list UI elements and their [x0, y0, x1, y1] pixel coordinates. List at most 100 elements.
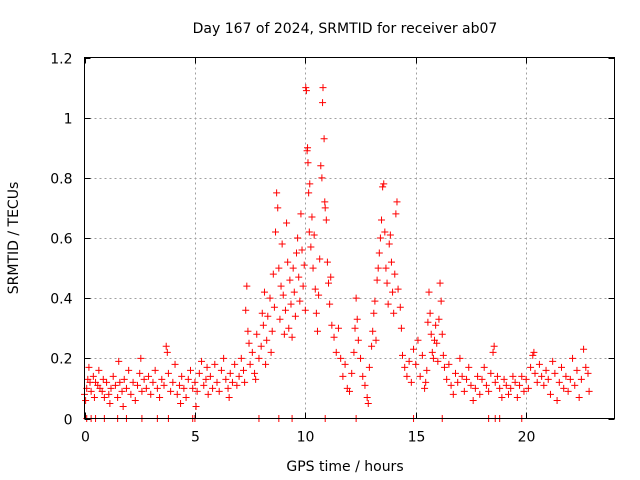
data-point	[246, 360, 254, 368]
data-point	[198, 357, 206, 365]
data-point	[425, 288, 433, 296]
data-point	[118, 387, 126, 395]
data-point	[153, 384, 161, 392]
data-points	[81, 84, 593, 422]
data-point	[245, 339, 253, 347]
data-point	[573, 366, 581, 374]
data-point	[387, 258, 395, 266]
data-point	[311, 285, 319, 293]
data-point	[127, 390, 135, 398]
data-point	[487, 369, 495, 377]
data-point	[182, 393, 190, 401]
data-point	[427, 330, 435, 338]
data-point	[278, 240, 286, 248]
data-point	[407, 378, 415, 386]
data-point	[393, 198, 401, 206]
data-point	[203, 363, 211, 371]
data-point	[401, 363, 409, 371]
data-point	[178, 372, 186, 380]
data-point	[531, 369, 539, 377]
data-point	[115, 357, 123, 365]
data-point	[319, 99, 327, 107]
data-point	[571, 381, 579, 389]
x-tick-label: 20	[518, 430, 536, 446]
data-point	[363, 393, 371, 401]
data-point	[257, 342, 265, 350]
data-point	[502, 381, 510, 389]
data-point	[551, 369, 559, 377]
axis-ticks: 0 0.2 0.4 0.6 0.8 1 1.2 0 5 10 15 20	[50, 52, 615, 446]
data-point	[460, 387, 468, 395]
data-point	[436, 279, 444, 287]
data-point	[527, 363, 535, 371]
data-point	[291, 312, 299, 320]
data-point	[248, 348, 256, 356]
data-point	[125, 366, 133, 374]
data-point	[426, 309, 434, 317]
data-point	[533, 378, 541, 386]
data-point	[403, 372, 411, 380]
data-point	[391, 270, 399, 278]
data-point	[529, 351, 537, 359]
data-point	[305, 189, 313, 197]
data-point	[226, 369, 234, 377]
data-point	[193, 387, 201, 395]
data-point	[270, 303, 278, 311]
data-point	[222, 375, 230, 383]
data-point	[268, 327, 276, 335]
data-point	[328, 321, 336, 329]
data-point	[269, 270, 277, 278]
data-point	[137, 354, 145, 362]
data-point	[209, 384, 217, 392]
data-point	[390, 309, 398, 317]
data-point	[396, 303, 404, 311]
data-point	[316, 255, 324, 263]
data-point	[454, 378, 462, 386]
data-point	[187, 366, 194, 374]
data-point	[156, 393, 164, 401]
data-point	[458, 372, 466, 380]
data-point	[151, 366, 159, 374]
data-point	[296, 297, 304, 305]
data-point	[359, 372, 367, 380]
data-point	[184, 375, 192, 383]
data-point	[500, 375, 508, 383]
data-point	[560, 384, 568, 392]
data-point	[189, 384, 197, 392]
data-point	[566, 375, 574, 383]
data-point	[160, 381, 168, 389]
data-point	[107, 384, 115, 392]
data-point	[304, 144, 312, 152]
data-point	[530, 348, 538, 356]
data-point	[138, 387, 146, 395]
data-point	[313, 327, 321, 335]
data-point	[90, 393, 98, 401]
data-point	[518, 372, 526, 380]
data-point	[352, 294, 360, 302]
data-point	[322, 216, 330, 224]
data-point	[169, 378, 177, 386]
y-tick-label: 0.8	[50, 172, 72, 188]
data-point	[312, 309, 320, 317]
data-point	[445, 360, 453, 368]
data-point	[368, 342, 376, 350]
y-tick-label: 1	[64, 112, 73, 128]
chart-title: Day 167 of 2024, SRMTID for receiver ab0…	[193, 21, 498, 37]
data-point	[549, 357, 557, 365]
data-point	[350, 348, 358, 356]
data-point	[285, 324, 293, 332]
data-point	[555, 378, 563, 386]
data-point	[383, 279, 391, 287]
data-point	[286, 276, 294, 284]
data-point	[302, 87, 310, 95]
data-point	[371, 297, 379, 305]
data-point	[259, 321, 267, 329]
data-point	[241, 378, 249, 386]
data-point	[369, 327, 377, 335]
data-point	[142, 384, 150, 392]
data-point	[376, 234, 384, 242]
data-point	[414, 336, 422, 344]
data-point	[553, 396, 561, 404]
data-point	[119, 402, 127, 410]
